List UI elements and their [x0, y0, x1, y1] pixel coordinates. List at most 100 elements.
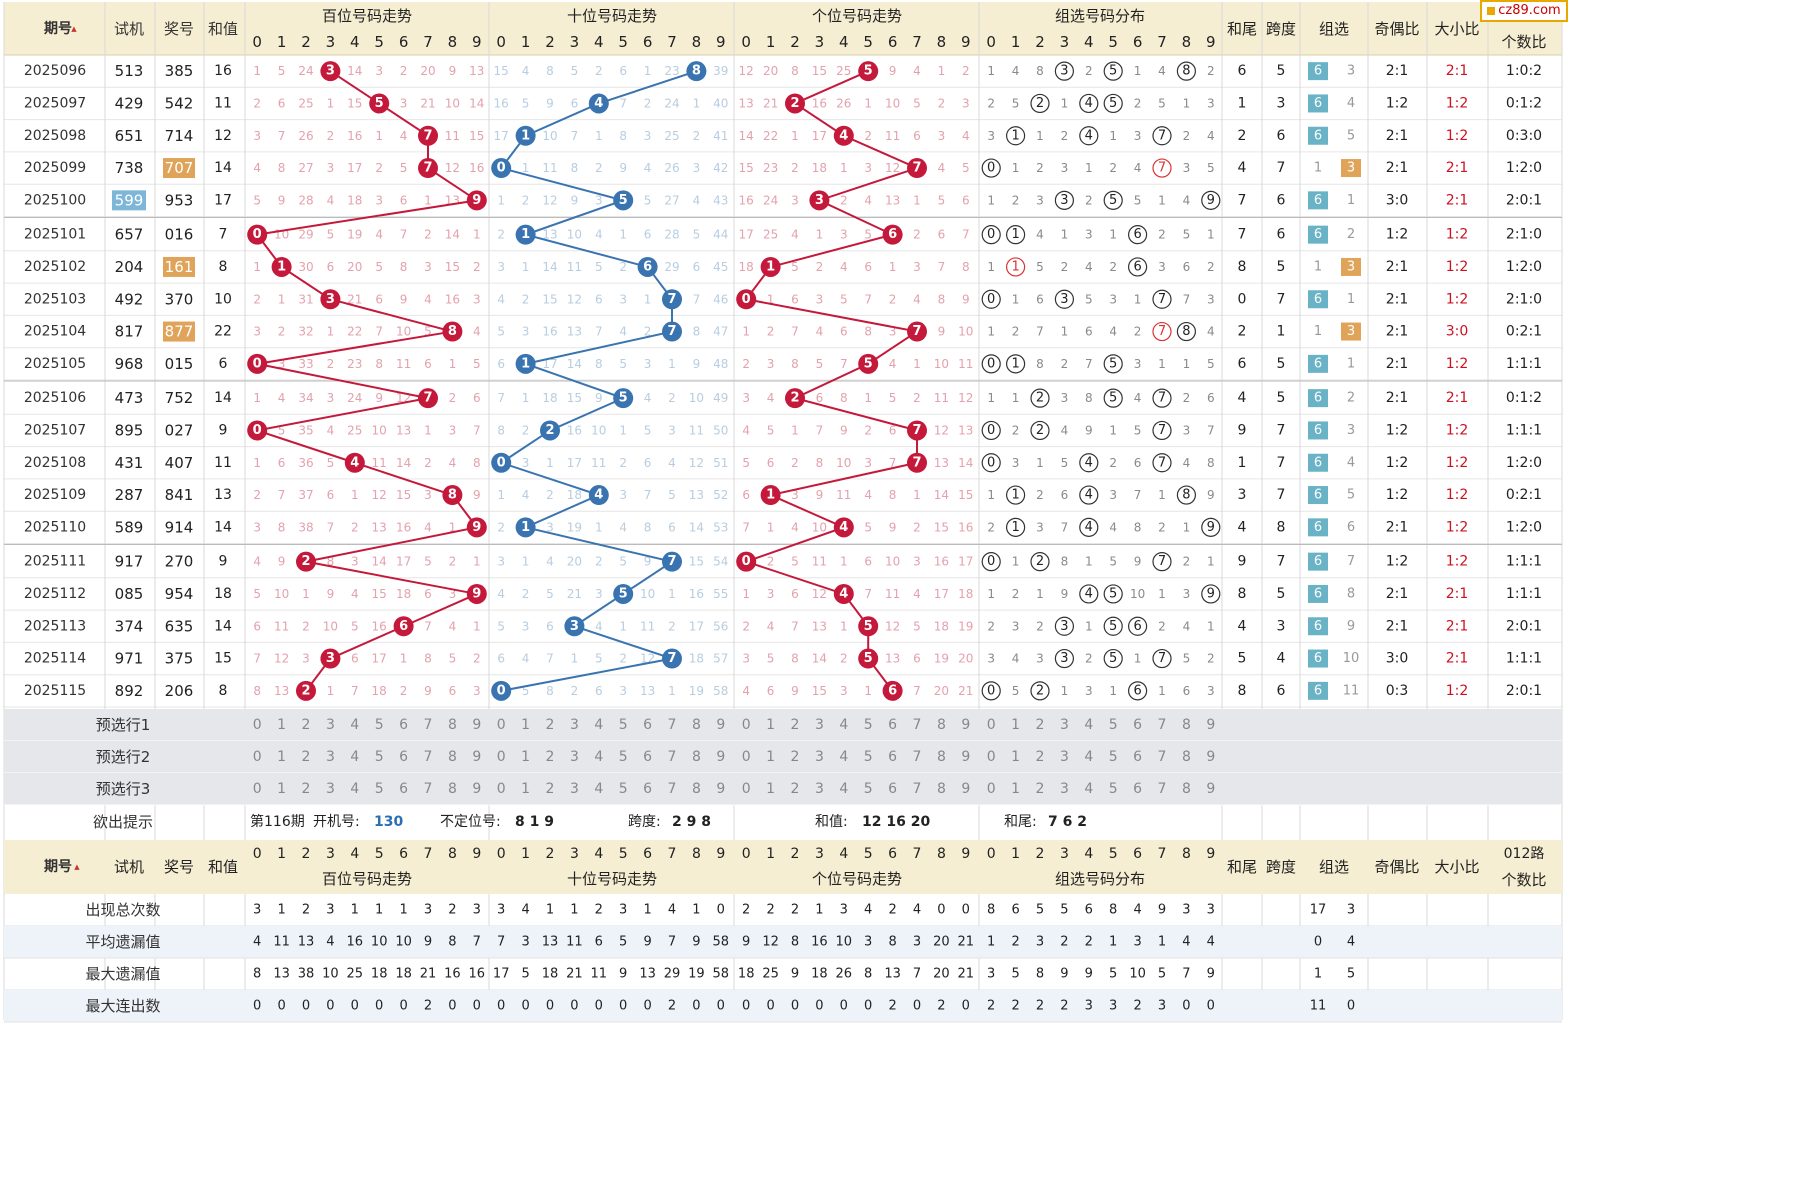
- stats-tens: 29: [664, 967, 681, 982]
- hundreds-miss: 9: [327, 587, 335, 601]
- group-hit-circle: [1152, 552, 1172, 572]
- hundreds-miss: 15: [372, 587, 387, 601]
- hundreds-ball-digit: 1: [277, 259, 286, 274]
- units-miss: 2: [791, 161, 799, 175]
- group-hit-digit: 1: [1011, 356, 1019, 371]
- test-highlight: [112, 190, 146, 211]
- footer-digit: 0: [742, 846, 751, 862]
- hundreds-miss: 24: [298, 64, 313, 78]
- prize-number: 270: [165, 553, 194, 571]
- units-miss: 4: [791, 520, 799, 534]
- units-ball-digit: 7: [912, 161, 921, 176]
- units-miss: 13: [958, 423, 973, 437]
- units-miss: 16: [934, 555, 949, 569]
- units-miss: 20: [958, 652, 973, 666]
- hundreds-miss: 7: [375, 325, 383, 339]
- preselect-digit: 0: [253, 749, 262, 765]
- units-ball: [882, 680, 903, 701]
- hundreds-miss: 4: [400, 129, 408, 143]
- period-id: 2025106: [24, 390, 86, 406]
- preselect-digit: 8: [1182, 717, 1191, 733]
- units-miss: 10: [812, 520, 827, 534]
- group-miss: 1: [1134, 652, 1142, 666]
- group-miss: 5: [1207, 161, 1215, 175]
- footer-digit: 9: [716, 846, 725, 862]
- footer-digit: 6: [399, 846, 408, 862]
- test-number: 492: [115, 290, 144, 308]
- units-miss: 11: [885, 587, 900, 601]
- hundreds-miss: 5: [278, 423, 286, 437]
- preselect-digit: 0: [497, 781, 506, 797]
- tens-miss: 1: [644, 64, 652, 78]
- tens-miss: 5: [595, 260, 603, 274]
- header-tail: 和尾: [1227, 20, 1257, 38]
- hundreds-ball: [296, 551, 316, 572]
- group-hit-digit: 5: [1109, 651, 1117, 666]
- hundreds-miss: 3: [375, 64, 383, 78]
- stats-tens: 0: [521, 999, 529, 1014]
- big-small-value: 2:1: [1446, 160, 1469, 176]
- group-miss: 4: [1061, 423, 1069, 437]
- group-repeat-digit: 7: [1158, 161, 1166, 176]
- preselect-digit: 3: [570, 781, 579, 797]
- group-hit-digit: 6: [1133, 619, 1141, 634]
- preselect-digit: 6: [888, 717, 897, 733]
- header-digit: 8: [692, 33, 702, 51]
- group-hit-circle: [1103, 190, 1123, 210]
- hundreds-miss: 25: [347, 423, 362, 437]
- stats-hundreds: 11: [273, 935, 290, 950]
- units-ball: [907, 420, 927, 441]
- units-miss: 3: [913, 260, 921, 274]
- hundreds-miss: 13: [396, 423, 411, 437]
- stats-group: 3: [1036, 935, 1044, 950]
- tens-miss: 11: [689, 423, 704, 437]
- stats-hundreds: 18: [371, 967, 388, 982]
- units-miss: 2: [742, 357, 750, 371]
- stats-units: 8: [791, 935, 799, 950]
- logo-square-icon: [1487, 6, 1496, 15]
- test-number: 374: [115, 617, 144, 635]
- stats-group6: 0: [1314, 935, 1322, 950]
- stats-tens: 0: [546, 999, 554, 1014]
- units-miss: 11: [836, 488, 851, 502]
- hundreds-ball: [369, 93, 390, 114]
- odd-even-value: 2:1: [1386, 356, 1409, 372]
- stats-group6: 17: [1310, 903, 1327, 918]
- stats-tens: 2: [668, 999, 676, 1014]
- tens-miss: 50: [713, 423, 728, 437]
- hundreds-miss: 6: [278, 456, 286, 470]
- preselect-digit: 2: [1036, 781, 1045, 797]
- group-miss: 1: [1109, 684, 1117, 698]
- stats-units: 0: [937, 903, 945, 918]
- site-logo[interactable]: cz89.com: [1480, 0, 1568, 22]
- sum-value: 14: [214, 618, 232, 634]
- group3-tile: [1341, 257, 1361, 276]
- group6-tile: [1308, 225, 1328, 244]
- tens-miss: 8: [619, 129, 627, 143]
- units-miss: 10: [885, 96, 900, 110]
- period-id: 2025098: [24, 128, 86, 144]
- units-miss: 14: [958, 456, 973, 470]
- units-miss: 1: [767, 292, 775, 306]
- tens-miss: 3: [595, 193, 603, 207]
- units-miss: 6: [864, 555, 872, 569]
- group-miss: 2: [1207, 652, 1215, 666]
- preselect-row: [4, 773, 1222, 805]
- tail-value: 2: [1238, 324, 1247, 340]
- odd-even-value: 1:2: [1386, 95, 1409, 111]
- stats-hundreds: 21: [420, 967, 437, 982]
- big-small-value: 1:2: [1446, 422, 1469, 438]
- stats-units: 3: [840, 903, 848, 918]
- stats-group3: 0: [1347, 999, 1355, 1014]
- tens-miss: 17: [494, 129, 509, 143]
- tail-value: 8: [1238, 259, 1247, 275]
- preselect-digit: 6: [643, 781, 652, 797]
- units-miss: 21: [958, 684, 973, 698]
- units-miss: 5: [791, 555, 799, 569]
- tens-miss: 54: [713, 555, 728, 569]
- tens-miss: 11: [542, 161, 557, 175]
- header-digit: 4: [1084, 33, 1094, 51]
- footer-period: 期号: [44, 859, 72, 875]
- group-hit-circle: [1030, 93, 1050, 114]
- group-miss: 4: [1207, 325, 1215, 339]
